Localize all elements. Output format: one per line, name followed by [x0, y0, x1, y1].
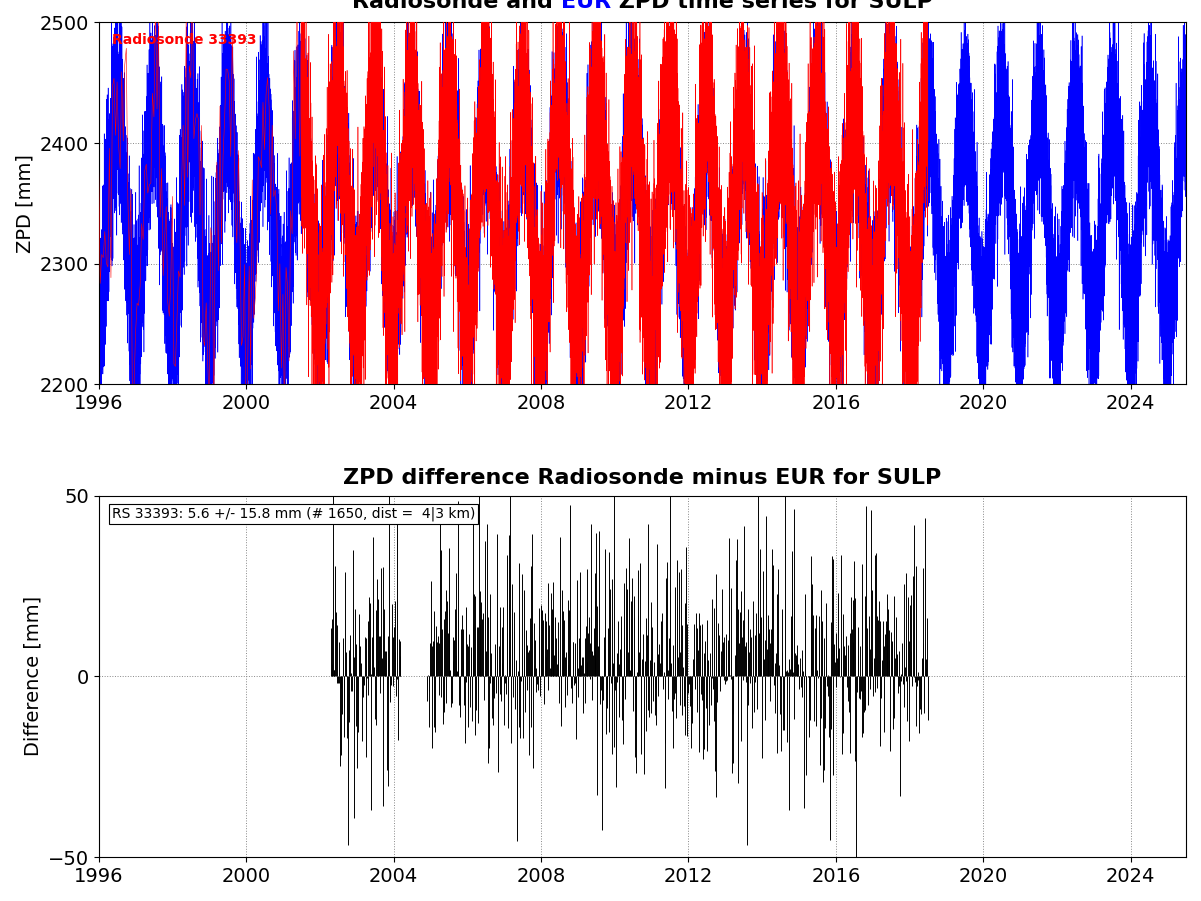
Text: ZPD time series for SULP: ZPD time series for SULP [611, 0, 933, 13]
Text: RS 33393: 5.6 +/- 15.8 mm (# 1650, dist =  4|3 km): RS 33393: 5.6 +/- 15.8 mm (# 1650, dist … [112, 506, 476, 521]
Title: ZPD difference Radiosonde minus EUR for SULP: ZPD difference Radiosonde minus EUR for … [343, 469, 942, 488]
Y-axis label: ZPD [mm]: ZPD [mm] [14, 154, 34, 253]
Text: Radiosonde 33393: Radiosonde 33393 [112, 33, 256, 48]
Text: EUR: EUR [561, 0, 611, 13]
Y-axis label: Difference [mm]: Difference [mm] [23, 596, 42, 757]
Text: Radiosonde and: Radiosonde and [352, 0, 561, 13]
